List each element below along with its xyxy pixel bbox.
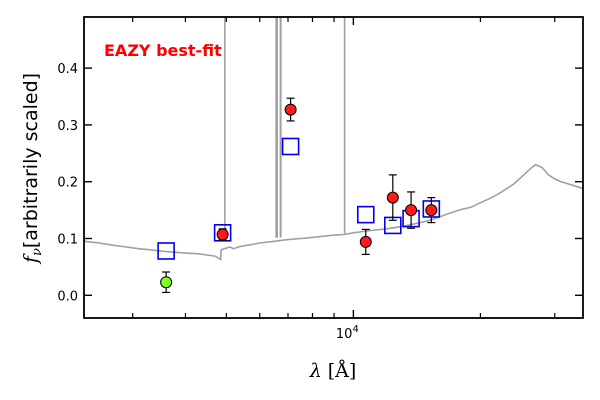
x-tick-label: 104 <box>336 324 359 342</box>
plot-area <box>83 17 584 294</box>
y-tick-label: 0.2 <box>57 176 78 191</box>
y-tick-label: 0.1 <box>57 232 78 247</box>
y-axis-label-subscript: ν <box>30 248 45 256</box>
observed-flux-point <box>386 191 399 204</box>
model-flux-square <box>213 224 232 242</box>
template-spectrum-line <box>83 163 584 261</box>
x-axis-label-symbol: λ <box>309 360 322 382</box>
model-flux-square <box>356 205 375 224</box>
axis-ticks: 0.0 0.1 0.2 0.3 0.4 104 <box>57 17 583 342</box>
model-flux-square <box>157 242 175 260</box>
observed-flux-point <box>284 103 297 116</box>
plot-frame <box>83 16 584 319</box>
y-axis-label: fν[arbitrarily scaled] <box>20 73 45 265</box>
y-axis-label-text: [arbitrarily scaled] <box>20 73 42 248</box>
y-axis-label-symbol: f <box>20 253 42 265</box>
y-tick-label: 0.3 <box>57 119 78 134</box>
observed-flux-point <box>425 204 438 217</box>
y-tick-label: 0.0 <box>57 289 78 304</box>
observed-flux-point <box>405 204 418 217</box>
observed-flux-point-highlighted <box>160 276 173 289</box>
model-flux-square <box>281 137 300 156</box>
observed-flux-point <box>216 228 229 241</box>
observed-flux-point <box>359 235 372 248</box>
annotation-eazy-best-fit: EAZY best-fit <box>104 41 222 60</box>
x-axis-label-text: [Å] <box>328 360 357 382</box>
x-axis-label: λ [Å] <box>309 360 357 382</box>
y-tick-label: 0.4 <box>57 62 78 77</box>
